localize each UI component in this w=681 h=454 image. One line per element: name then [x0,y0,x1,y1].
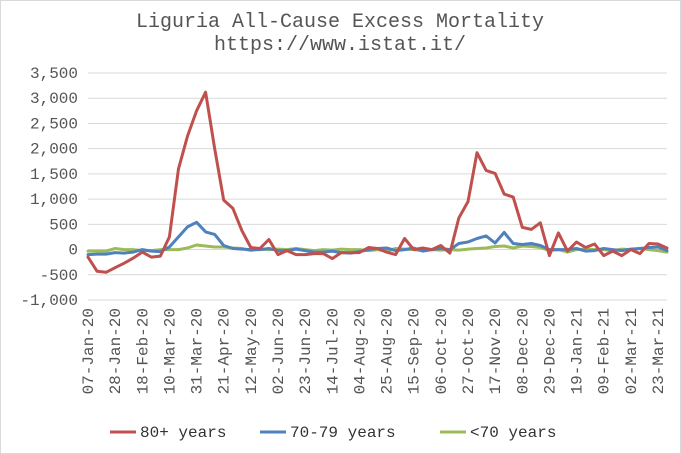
x-tick-label: 06-Oct-20 [433,308,451,394]
y-tick-label: 2,500 [30,115,78,133]
x-tick-label: 07-Jan-20 [80,308,98,394]
legend-label: 80+ years [140,424,226,442]
x-tick-label: 31-Mar-20 [189,308,207,394]
series-lines [86,90,669,274]
y-axis: -1,000 -500 0 500 1,000 1,500 2,000 2,500 3,000 3… [20,65,78,310]
x-tick-label: 15-Sep-20 [406,308,424,394]
y-tick-label: -1,000 [20,292,78,310]
x-tick-label: 08-Dec-20 [514,308,532,394]
y-tick-label: 2,000 [30,141,78,159]
y-tick-label: 3,500 [30,65,78,83]
x-tick-label: 14-Jul-20 [324,308,342,394]
x-tick-label: 02-Mar-21 [623,308,641,394]
x-tick-label: 21-Apr-20 [216,308,234,394]
chart-subtitle: https://www.istat.it/ [214,34,466,57]
x-tick-label: 18-Feb-20 [134,308,152,394]
x-tick-label: 19-Jan-21 [569,308,587,394]
y-tick-label: 500 [49,216,78,234]
x-tick-label: 29-Dec-20 [541,308,559,394]
y-tick-label: 1,000 [30,191,78,209]
x-tick-label: 17-Nov-20 [487,308,505,394]
x-tick-label: 09-Feb-21 [596,308,614,394]
y-tick-label: 0 [68,242,78,260]
x-tick-label: 02-Jun-20 [270,308,288,394]
x-tick-label: 25-Aug-20 [379,308,397,394]
y-tick-label: 1,500 [30,166,78,184]
legend-label: <70 years [470,424,556,442]
gridlines [88,72,667,301]
y-tick-label: 3,000 [30,90,78,108]
y-tick-label: -500 [40,267,78,285]
x-tick-label: 23-Mar-21 [650,308,668,394]
legend: 80+ years 70-79 years <70 years [110,424,556,442]
chart-title: Liguria All-Cause Excess Mortality [136,11,544,34]
legend-label: 70-79 years [290,424,396,442]
x-tick-label: 28-Jan-20 [107,308,125,394]
x-tick-label: 12-May-20 [243,308,261,394]
x-tick-label: 10-Mar-20 [161,308,179,394]
x-tick-label: 27-Oct-20 [460,308,478,394]
x-tick-label: 04-Aug-20 [351,308,369,394]
series-line-80-years [86,90,669,274]
x-tick-label: 23-Jun-20 [297,308,315,394]
x-axis: 07-Jan-20 28-Jan-20 18-Feb-20 10-Mar-20 31-M… [80,308,668,394]
